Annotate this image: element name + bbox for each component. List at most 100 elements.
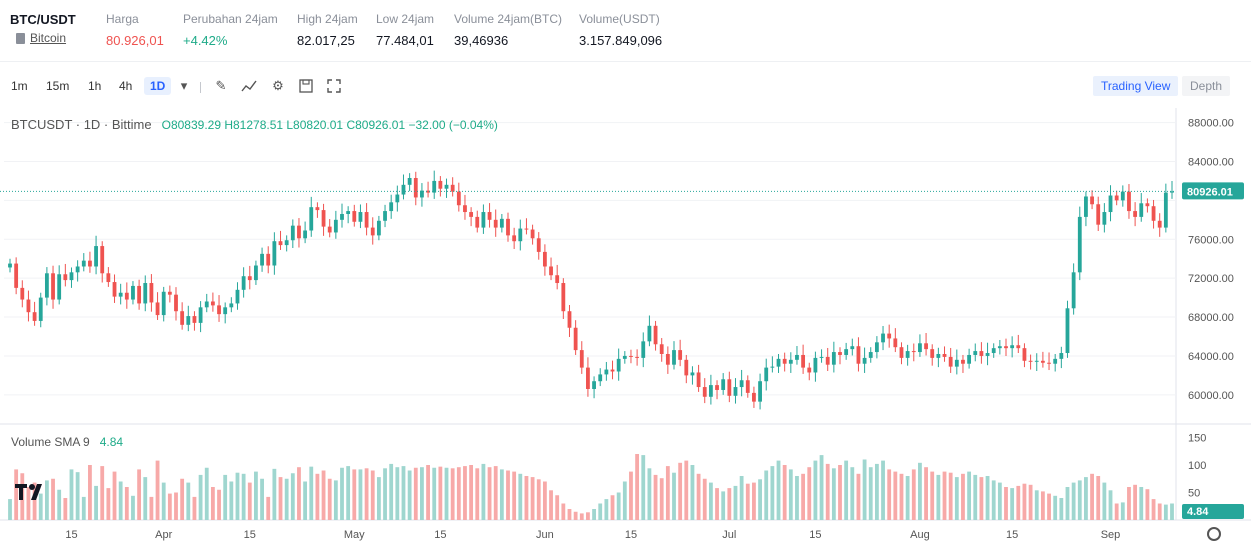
volume-tick-label: 150 — [1188, 433, 1206, 445]
timeframe-15m[interactable]: 15m — [46, 79, 70, 93]
candle-body — [1102, 212, 1107, 225]
save-icon[interactable] — [298, 78, 314, 94]
volume-bar — [942, 471, 947, 520]
volume-bar — [112, 471, 117, 520]
candle-body — [395, 194, 400, 203]
chart-settings-icon[interactable] — [1207, 527, 1221, 541]
volume-bar — [561, 503, 566, 520]
volume-bar — [475, 468, 480, 520]
volume-bar — [739, 476, 744, 520]
candle-body — [63, 274, 68, 281]
candle-body — [487, 212, 492, 220]
candle-body — [223, 307, 228, 315]
caret-down-icon[interactable]: ▾ — [180, 78, 188, 93]
candle-body — [776, 358, 781, 367]
coin-link[interactable]: Bitcoin — [16, 31, 66, 45]
volume-bar — [327, 478, 332, 520]
timeframe-1d[interactable]: 1D — [144, 77, 172, 95]
candle-body — [303, 230, 308, 239]
time-tick-label: Jun — [536, 529, 554, 541]
timeframe-4h[interactable]: 4h — [119, 79, 133, 93]
candle-body — [561, 283, 566, 312]
candle-body — [413, 178, 418, 198]
candle-body — [672, 350, 676, 365]
candle-body — [438, 180, 443, 189]
candle-body — [641, 341, 646, 358]
candle-body — [708, 385, 713, 397]
candle-body — [635, 356, 640, 358]
volume-bar — [106, 488, 111, 520]
candle-body — [991, 348, 996, 354]
candle-body — [702, 387, 707, 397]
volume-bar — [352, 469, 357, 520]
volume-bar — [653, 474, 658, 520]
stat-value: 39,46936 — [454, 33, 509, 48]
candle-body — [1139, 203, 1144, 217]
candle-body — [1077, 216, 1082, 273]
stat-value: 3.157.849,096 — [579, 33, 663, 48]
candle-body — [75, 266, 80, 273]
volume-bar — [1004, 487, 1008, 520]
volume-bar — [1127, 487, 1131, 520]
candle-body — [678, 350, 683, 360]
candle-body — [229, 303, 234, 308]
candle-body — [549, 266, 553, 276]
last-price-label: 80926.01 — [1187, 186, 1233, 198]
candle-body — [924, 343, 928, 350]
volume-bar — [911, 469, 916, 520]
depth-button[interactable]: Depth — [1182, 76, 1231, 96]
volume-bar — [844, 460, 849, 520]
volume-bar — [420, 467, 424, 520]
volume-bar — [1047, 493, 1051, 520]
price-tick-label: 76000.00 — [1188, 234, 1234, 246]
volume-bar — [143, 477, 148, 520]
candle-body — [1108, 195, 1113, 213]
volume-bar — [862, 459, 867, 520]
volume-bar — [124, 487, 129, 520]
indicator-icon[interactable] — [241, 78, 257, 94]
pencil-icon[interactable]: ✎ — [215, 78, 227, 93]
candle-body — [149, 283, 154, 303]
candle-body — [315, 207, 320, 211]
volume-bar — [290, 473, 295, 520]
volume-bar — [14, 469, 19, 520]
candle-body — [254, 265, 258, 281]
chart-area[interactable]: 60000.00 64000.00 68000.00 72000.00 76000.00… — [0, 108, 1251, 547]
volume-bar — [838, 465, 842, 520]
volume-bar — [721, 491, 726, 520]
volume-tick-label: 50 — [1188, 488, 1200, 500]
volume-bar — [924, 467, 928, 520]
tradingview-logo[interactable] — [13, 480, 49, 502]
candle-body — [383, 211, 387, 221]
candle-body — [124, 292, 129, 300]
coin-icon — [16, 32, 25, 44]
candle-body — [524, 228, 529, 230]
candle-body — [407, 178, 412, 185]
stat-label: Harga — [106, 12, 139, 26]
candle-body — [493, 219, 498, 228]
candle-body — [57, 274, 62, 300]
candle-body — [88, 260, 92, 267]
candle-body — [1096, 204, 1101, 225]
trading-view-button[interactable]: Trading View — [1093, 76, 1179, 96]
volume-bar — [358, 469, 363, 520]
candle-body — [167, 291, 172, 295]
coin-name[interactable]: Bitcoin — [30, 31, 67, 45]
candle-body — [137, 285, 142, 304]
candle-body — [346, 211, 351, 214]
timeframe-1h[interactable]: 1h — [88, 79, 102, 93]
timeframe-1m[interactable]: 1m — [11, 79, 28, 93]
volume-bar — [309, 466, 314, 520]
candlestick-chart[interactable]: 60000.00 64000.00 68000.00 72000.00 76000.00… — [0, 108, 1251, 547]
candle-body — [592, 381, 596, 389]
fullscreen-icon[interactable] — [326, 78, 342, 94]
volume-bar — [708, 482, 713, 520]
ticker-header: BTC/USDT Bitcoin Harga 80.926,01 Perubah… — [0, 0, 1251, 62]
candle-body — [432, 180, 437, 193]
volume-bar — [44, 480, 49, 520]
candle-body — [567, 311, 572, 328]
candle-body — [155, 302, 160, 316]
gear-icon[interactable]: ⚙ — [272, 78, 284, 93]
volume-bar — [94, 485, 98, 520]
candle-body — [284, 240, 289, 246]
